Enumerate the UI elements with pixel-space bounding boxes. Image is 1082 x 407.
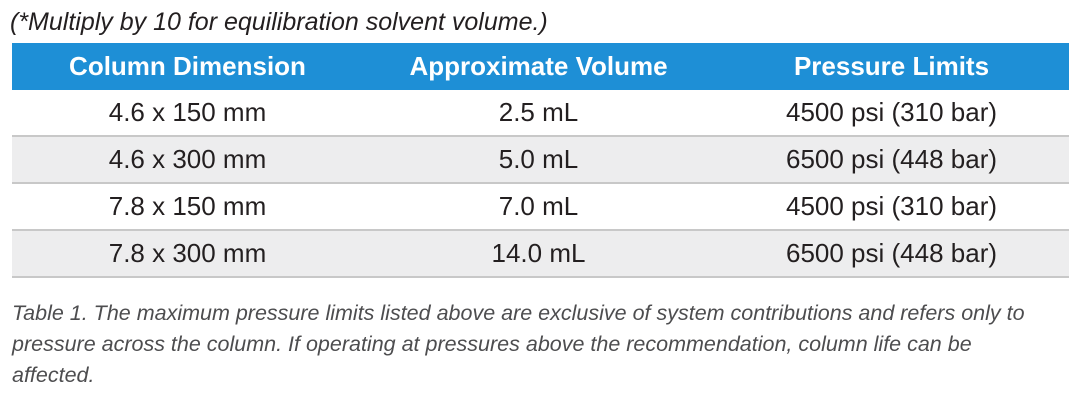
cell-column-dimension: 4.6 x 300 mm — [12, 136, 363, 184]
table-row: 7.8 x 300 mm 14.0 mL 6500 psi (448 bar) — [12, 230, 1069, 278]
cell-column-dimension: 7.8 x 300 mm — [12, 230, 363, 278]
table-caption: Table 1. The maximum pressure limits lis… — [12, 301, 1025, 387]
header-column-dimension: Column Dimension — [12, 43, 363, 90]
cell-column-dimension: 7.8 x 150 mm — [12, 183, 363, 231]
cell-approximate-volume: 2.5 mL — [363, 90, 714, 137]
table-row: 4.6 x 300 mm 5.0 mL 6500 psi (448 bar) — [12, 136, 1069, 184]
table-header-row: Column Dimension Approximate Volume Pres… — [12, 43, 1069, 90]
cell-approximate-volume: 14.0 mL — [363, 230, 714, 278]
equilibration-note: (*Multiply by 10 for equilibration solve… — [10, 8, 548, 36]
cell-pressure-limits: 4500 psi (310 bar) — [714, 183, 1069, 231]
header-pressure-limits: Pressure Limits — [714, 43, 1069, 90]
cell-column-dimension: 4.6 x 150 mm — [12, 90, 363, 137]
column-specs-table: Column Dimension Approximate Volume Pres… — [12, 43, 1069, 278]
cell-pressure-limits: 4500 psi (310 bar) — [714, 90, 1069, 137]
table-row: 4.6 x 150 mm 2.5 mL 4500 psi (310 bar) — [12, 90, 1069, 137]
table-row: 7.8 x 150 mm 7.0 mL 4500 psi (310 bar) — [12, 183, 1069, 231]
cell-approximate-volume: 5.0 mL — [363, 136, 714, 184]
cell-pressure-limits: 6500 psi (448 bar) — [714, 136, 1069, 184]
header-approximate-volume: Approximate Volume — [363, 43, 714, 90]
cell-approximate-volume: 7.0 mL — [363, 183, 714, 231]
cell-pressure-limits: 6500 psi (448 bar) — [714, 230, 1069, 278]
